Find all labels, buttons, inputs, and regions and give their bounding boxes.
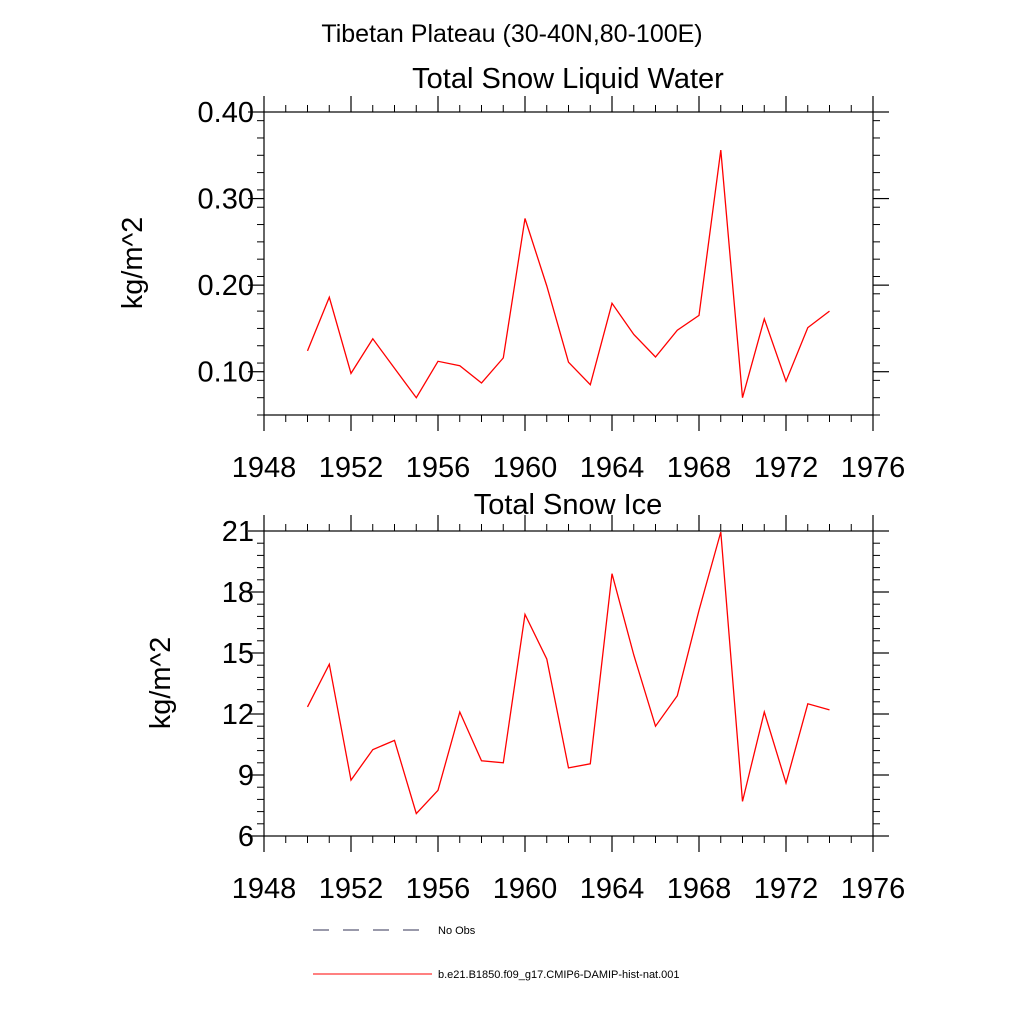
x-tick-label: 1976 [841, 873, 906, 905]
x-tick-label: 1968 [667, 873, 732, 905]
y-tick-label: 0.10 [198, 357, 254, 389]
x-tick-label: 1948 [232, 452, 297, 484]
x-tick-label: 1976 [841, 452, 906, 484]
x-tick-label: 1960 [493, 873, 558, 905]
y-tick-label: 0.20 [198, 270, 254, 302]
x-tick-label: 1956 [406, 873, 471, 905]
y-tick-label: 12 [222, 699, 254, 731]
legend-label-model: b.e21.B1850.f09_g17.CMIP6-DAMIP-hist-nat… [438, 969, 680, 981]
y-tick-label: 0.30 [198, 184, 254, 216]
plot-frame [263, 530, 874, 837]
y-axis-label: kg/m^2 [117, 217, 149, 310]
chart-title: Total Snow Liquid Water [412, 63, 724, 95]
x-tick-label: 1952 [319, 452, 384, 484]
x-tick-label: 1972 [754, 873, 819, 905]
y-tick-label: 9 [238, 760, 254, 792]
chart-title: Total Snow Ice [474, 489, 663, 521]
series-line [306, 150, 830, 399]
x-tick-label: 1960 [493, 452, 558, 484]
legend: No Obs b.e21.B1850.f09_g17.CMIP6-DAMIP-h… [313, 925, 680, 981]
x-tick-label: 1956 [406, 452, 471, 484]
x-tick-label: 1964 [580, 452, 645, 484]
legend-label-no-obs: No Obs [438, 925, 476, 937]
y-tick-label: 6 [238, 821, 254, 853]
chart-snow-ice: Total Snow Ice kg/m^2 1948 1952 1956 1960 19… [145, 489, 905, 905]
x-tick-label: 1948 [232, 873, 297, 905]
y-tick-label: 0.40 [198, 97, 254, 129]
x-tick-label: 1968 [667, 452, 732, 484]
x-tick-label: 1952 [319, 873, 384, 905]
x-tick-label: 1972 [754, 452, 819, 484]
y-axis-label: kg/m^2 [145, 637, 177, 730]
chart-snow-liquid-water: Total Snow Liquid Water kg/m^2 1948 1952 1… [117, 63, 905, 484]
y-tick-label: 18 [222, 577, 254, 609]
page-title: Tibetan Plateau (30-40N,80-100E) [321, 20, 702, 48]
y-tick-label: 21 [222, 516, 254, 548]
x-tick-label: 1964 [580, 873, 645, 905]
y-tick-label: 15 [222, 638, 254, 670]
series-line [306, 531, 830, 815]
